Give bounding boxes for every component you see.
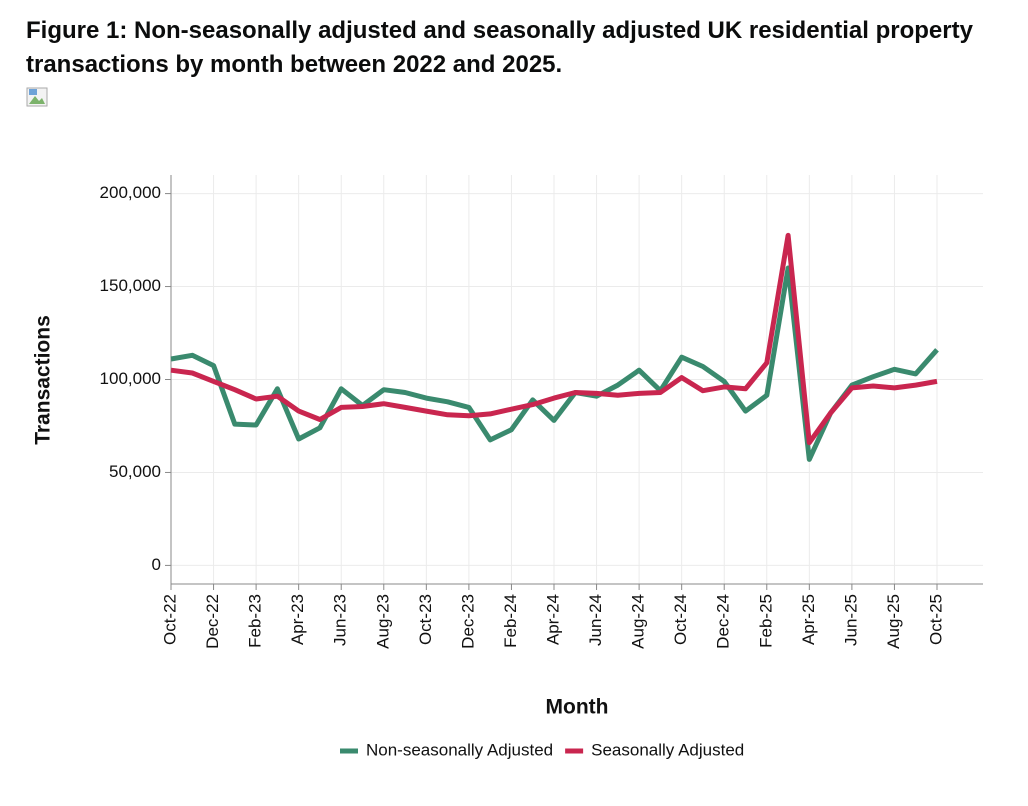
x-tick-label: Aug-23 bbox=[373, 594, 392, 649]
x-tick-label: Jun-24 bbox=[586, 594, 605, 646]
x-tick-label: Apr-24 bbox=[543, 594, 562, 645]
x-tick-label: Feb-23 bbox=[246, 594, 265, 648]
x-tick-label: Dec-23 bbox=[458, 594, 477, 649]
legend-label: Non-seasonally Adjusted bbox=[366, 740, 553, 759]
x-tick-label: Feb-24 bbox=[501, 594, 520, 648]
x-tick-label: Aug-25 bbox=[884, 594, 903, 649]
x-tick-label: Oct-25 bbox=[926, 594, 945, 645]
y-tick-label: 50,000 bbox=[109, 462, 161, 481]
x-tick-label: Oct-24 bbox=[671, 594, 690, 645]
data-line bbox=[170, 265, 939, 462]
x-tick-label: Apr-23 bbox=[288, 594, 307, 645]
chart-title: Figure 1: Non-seasonally adjusted and se… bbox=[26, 17, 973, 78]
x-tick-label: Dec-22 bbox=[203, 594, 222, 649]
y-tick-label: 0 bbox=[152, 555, 161, 574]
y-axis-title: Transactions bbox=[32, 315, 55, 445]
x-tick-label: Jun-25 bbox=[841, 594, 860, 646]
x-tick-label: Apr-25 bbox=[799, 594, 818, 645]
broken-image-icon bbox=[26, 87, 48, 107]
y-tick-label: 200,000 bbox=[100, 183, 161, 202]
x-tick-label: Oct-22 bbox=[160, 594, 179, 645]
y-tick-label: 100,000 bbox=[100, 369, 161, 388]
x-tick-label: Feb-25 bbox=[756, 594, 775, 648]
legend-label: Seasonally Adjusted bbox=[591, 740, 744, 759]
x-tick-label: Jun-23 bbox=[331, 594, 350, 646]
x-tick-label: Aug-24 bbox=[629, 594, 648, 649]
x-axis-title: Month bbox=[546, 696, 609, 719]
x-tick-label: Dec-24 bbox=[714, 594, 733, 649]
x-tick-label: Oct-23 bbox=[416, 594, 435, 645]
data-line bbox=[170, 232, 938, 446]
y-tick-label: 150,000 bbox=[100, 276, 161, 295]
